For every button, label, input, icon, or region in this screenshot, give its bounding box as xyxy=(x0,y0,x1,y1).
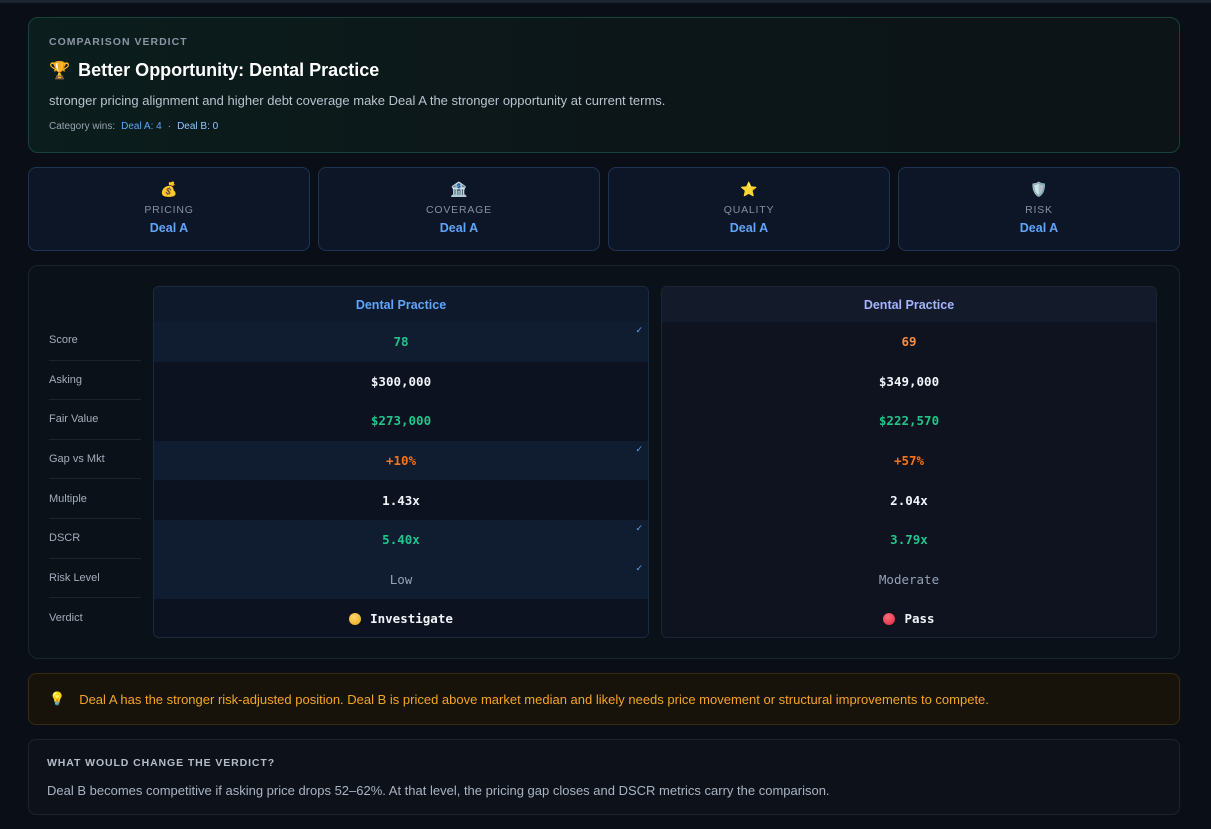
deal-b-asking: $349,000 xyxy=(662,361,1156,402)
deal-b-wins: Deal B: 0 xyxy=(177,121,219,132)
deal-a-wins: Deal A: 4 xyxy=(121,121,162,132)
row-label-risk: Risk Level xyxy=(49,559,141,599)
star-icon: ⭐ xyxy=(740,181,758,197)
row-label-verdict: Verdict xyxy=(49,611,83,624)
category-label: RISK xyxy=(1025,204,1053,216)
deal-b-column: Dental Practice 69 $349,000 $222,570 +57… xyxy=(661,286,1157,638)
bank-icon: 🏦 xyxy=(450,181,468,197)
category-card-quality: ⭐ QUALITY Deal A xyxy=(608,167,890,251)
red-circle-icon xyxy=(883,612,896,625)
yellow-circle-icon xyxy=(349,612,362,625)
what-would-change-card: WHAT WOULD CHANGE THE VERDICT? Deal B be… xyxy=(28,739,1180,815)
check-icon: ✓ xyxy=(635,563,643,574)
row-labels: Score Asking Fair Value Gap vs Mkt Multi… xyxy=(49,321,141,638)
deal-a-column: Dental Practice 78 ✓ $300,000 $273,000 +… xyxy=(153,286,649,638)
check-icon: ✓ xyxy=(635,523,643,534)
row-label-gap: Gap vs Mkt xyxy=(49,440,141,480)
top-divider xyxy=(0,0,1211,3)
deal-a-dscr: 5.40x ✓ xyxy=(154,519,648,560)
deal-b-verdict-text: Pass xyxy=(904,611,935,627)
deal-b-multiple: 2.04x xyxy=(662,480,1156,520)
deal-a-risk-value: Low xyxy=(389,571,413,587)
what-would-change-heading: WHAT WOULD CHANGE THE VERDICT? xyxy=(47,757,276,769)
deal-b-risk: Moderate xyxy=(662,559,1156,600)
verdict-title: Better Opportunity: Dental Practice xyxy=(78,60,380,80)
deal-b-verdict: Pass xyxy=(662,599,1156,637)
deal-b-verdict-badge: Pass xyxy=(883,611,935,627)
verdict-title-row: 🏆 Better Opportunity: Dental Practice xyxy=(49,60,1159,81)
category-card-risk: 🛡️ RISK Deal A xyxy=(898,167,1180,251)
category-wins-label: Category wins: xyxy=(49,121,116,132)
insight-banner: 💡 Deal A has the stronger risk-adjusted … xyxy=(28,673,1180,725)
deal-a-dscr-value: 5.40x xyxy=(382,532,420,548)
category-card-pricing: 💰 PRICING Deal A xyxy=(28,167,310,251)
verdict-summary: stronger pricing alignment and higher de… xyxy=(49,93,666,108)
deal-a-verdict-badge: Investigate xyxy=(349,611,453,626)
what-would-change-text: Deal B becomes competitive if asking pri… xyxy=(47,783,830,798)
row-label-dscr: DSCR xyxy=(49,519,141,559)
deal-b-gap: +57% xyxy=(662,440,1156,481)
comparison-verdict-card: COMPARISON VERDICT 🏆 Better Opportunity:… xyxy=(28,17,1180,153)
deal-a-asking: $300,000 xyxy=(154,361,648,402)
lightbulb-icon: 💡 xyxy=(49,691,66,706)
category-label: PRICING xyxy=(144,204,194,216)
deal-a-verdict: Investigate xyxy=(154,599,648,637)
deal-a-multiple: 1.43x xyxy=(154,480,648,520)
check-icon: ✓ xyxy=(635,444,643,455)
deal-a-score-value: 78 xyxy=(393,334,409,350)
trophy-icon: 🏆 xyxy=(49,60,71,80)
shield-icon: 🛡️ xyxy=(1030,181,1048,197)
deal-b-dscr: 3.79x xyxy=(662,519,1156,560)
category-label: COVERAGE xyxy=(426,204,492,216)
deal-a-score: 78 ✓ xyxy=(154,322,648,362)
category-winner: Deal A xyxy=(1019,221,1059,235)
row-label-fair-value: Fair Value xyxy=(49,400,141,440)
deal-b-header: Dental Practice xyxy=(662,287,1156,322)
category-winner: Deal A xyxy=(439,221,479,235)
deal-a-gap-value: +10% xyxy=(385,453,417,469)
category-label: QUALITY xyxy=(723,204,775,216)
verdict-eyebrow: COMPARISON VERDICT xyxy=(49,36,188,48)
deal-a-verdict-text: Investigate xyxy=(370,611,453,627)
deal-a-risk: Low ✓ xyxy=(154,559,648,600)
row-label-score: Score xyxy=(49,321,141,361)
row-label-multiple: Multiple xyxy=(49,479,141,519)
row-label-asking: Asking xyxy=(49,361,141,401)
deal-b-fair-value: $222,570 xyxy=(662,401,1156,441)
wins-separator: · xyxy=(167,121,172,132)
category-winner: Deal A xyxy=(149,221,189,235)
check-icon: ✓ xyxy=(635,326,643,336)
category-winner: Deal A xyxy=(729,221,769,235)
category-winners: 💰 PRICING Deal A 🏦 COVERAGE Deal A ⭐ QUA… xyxy=(28,167,1180,251)
insight-text: Deal A has the stronger risk-adjusted po… xyxy=(79,691,989,707)
deal-b-score: 69 xyxy=(662,322,1156,362)
deal-a-header: Dental Practice xyxy=(154,287,648,322)
comparison-table: Score Asking Fair Value Gap vs Mkt Multi… xyxy=(28,265,1180,659)
category-wins: Category wins: Deal A: 4 · Deal B: 0 xyxy=(49,121,1159,132)
deal-a-gap: +10% ✓ xyxy=(154,440,648,481)
money-bag-icon: 💰 xyxy=(160,181,178,197)
deal-a-fair-value: $273,000 xyxy=(154,401,648,441)
category-card-coverage: 🏦 COVERAGE Deal A xyxy=(318,167,600,251)
